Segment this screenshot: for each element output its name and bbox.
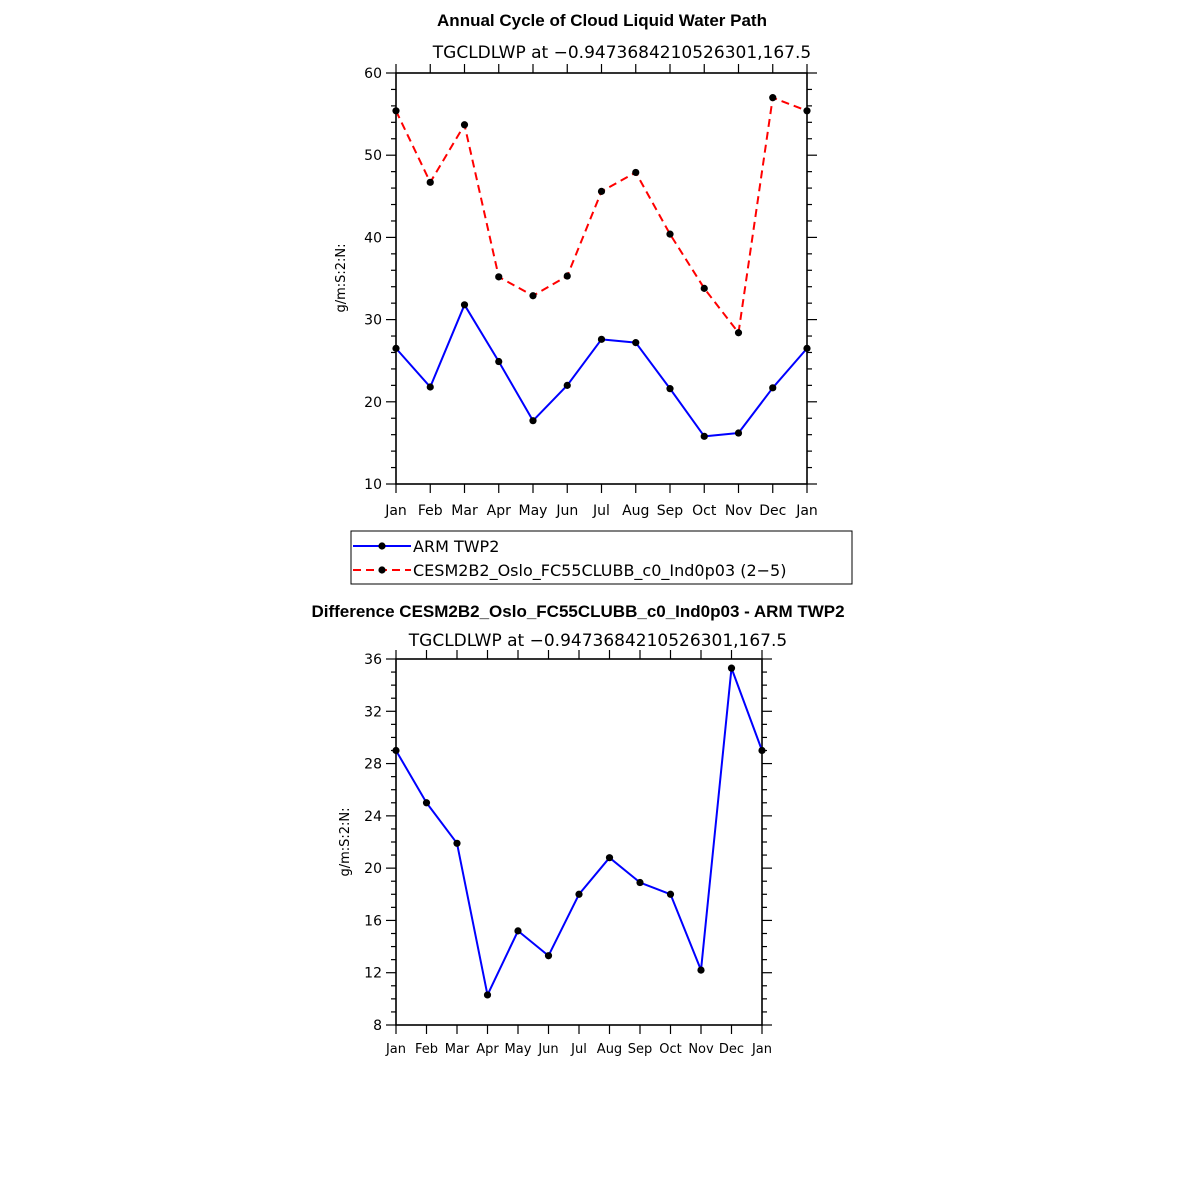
chart2-data-point: [483, 991, 492, 999]
chart2-data-point: [636, 878, 644, 887]
x-tick-label: Jan: [385, 1042, 406, 1057]
chart2-data-point: [453, 839, 461, 847]
y-tick-label: 12: [364, 966, 382, 982]
x-tick-label: Jun: [555, 503, 578, 519]
legend-marker-cesm: [378, 566, 386, 574]
y-tick-label: 20: [364, 395, 382, 411]
y-tick-label: 8: [373, 1018, 382, 1034]
chart1-data-point: [734, 329, 743, 337]
chart1-data-point: [426, 383, 434, 391]
x-tick-label: Sep: [628, 1042, 653, 1057]
chart1-ylabel: g/m:S:2:N:: [334, 243, 349, 312]
chart2-data-point: [758, 746, 766, 755]
chart1-data-point: [803, 107, 811, 115]
chart1-data-point: [632, 339, 640, 347]
x-tick-label: Jul: [570, 1042, 587, 1057]
chart1-data-point: [563, 381, 571, 389]
chart1-data-point: [392, 107, 400, 115]
x-tick-label: Aug: [622, 503, 649, 519]
chart1-data-point: [495, 273, 503, 281]
y-tick-label: 24: [364, 809, 382, 825]
x-tick-label: Jul: [592, 503, 610, 519]
chart1-title: Annual Cycle of Cloud Liquid Water Path: [437, 11, 767, 30]
x-tick-label: May: [505, 1042, 532, 1057]
chart1-data-point: [392, 344, 400, 352]
y-tick-label: 50: [364, 148, 382, 164]
x-tick-label: Oct: [659, 1042, 681, 1057]
x-tick-label: Oct: [692, 503, 717, 519]
y-tick-label: 16: [364, 913, 382, 929]
chart1-data-point: [700, 432, 708, 440]
chart2-data-point: [575, 890, 583, 898]
legend-label-arm: ARM TWP2: [413, 537, 499, 556]
chart1-data-point: [529, 417, 537, 425]
legend-box: [350, 530, 853, 585]
chart1-data-point: [426, 178, 434, 186]
x-tick-label: Dec: [719, 1042, 744, 1057]
chart1-data-point: [734, 429, 743, 437]
x-tick-label: Jan: [384, 503, 407, 519]
chart2-title: Difference CESM2B2_Oslo_FC55CLUBB_c0_Ind…: [311, 602, 844, 621]
chart2-subtitle: TGCLDLWP at −0.9473684210526301,167.5: [408, 631, 787, 651]
x-tick-label: Apr: [476, 1042, 499, 1057]
chart1-data-point: [597, 335, 606, 343]
chart1-subtitle: TGCLDLWP at −0.9473684210526301,167.5: [432, 43, 811, 63]
difference-chart: Difference CESM2B2_Oslo_FC55CLUBB_c0_Ind…: [311, 602, 844, 1057]
legend-marker-arm: [378, 542, 386, 550]
y-tick-label: 60: [364, 66, 382, 82]
chart1-plot-area: 10 20 30 40 50 60 Jan Feb Mar Apr May Jun Jul Aug Sep O…: [364, 64, 818, 519]
x-tick-label: Mar: [451, 503, 478, 519]
y-tick-label: 20: [364, 861, 382, 877]
x-tick-label: Jan: [795, 503, 818, 519]
x-tick-label: Sep: [657, 503, 684, 519]
y-tick-label: 28: [364, 757, 382, 773]
chart2-data-point: [697, 966, 705, 974]
x-tick-label: Nov: [688, 1042, 714, 1057]
chart1-data-point: [632, 168, 640, 177]
chart1-data-point: [803, 344, 811, 352]
y-tick-label: 10: [364, 477, 382, 493]
legend: ARM TWP2 CESM2B2_Oslo_FC55CLUBB_c0_Ind0p…: [350, 530, 853, 585]
chart2-data-point: [422, 799, 431, 807]
chart2-data-point: [514, 927, 522, 935]
chart1-data-point: [700, 284, 708, 292]
chart2-data-point: [666, 890, 675, 898]
x-tick-label: Jun: [537, 1042, 558, 1057]
chart2-data-point: [544, 952, 553, 960]
chart2-ylabel: g/m:S:2:N:: [338, 807, 353, 876]
chart1-data-point: [769, 94, 777, 102]
x-tick-label: Dec: [759, 503, 786, 519]
chart1-data-point: [460, 301, 469, 309]
annual-cycle-chart: Annual Cycle of Cloud Liquid Water Path …: [334, 11, 818, 519]
y-tick-label: 30: [364, 313, 382, 329]
y-tick-label: 32: [364, 704, 382, 720]
chart1-data-point: [769, 384, 777, 392]
chart1-data-point: [666, 385, 674, 393]
chart1-data-point: [529, 292, 537, 300]
chart1-data-point: [563, 272, 571, 280]
x-tick-label: Apr: [487, 503, 511, 519]
legend-label-cesm: CESM2B2_Oslo_FC55CLUBB_c0_Ind0p03 (2−5): [413, 561, 786, 581]
y-tick-label: 36: [364, 652, 382, 668]
x-tick-label: Jan: [751, 1042, 772, 1057]
x-tick-label: Nov: [725, 503, 752, 519]
x-tick-label: Mar: [445, 1042, 470, 1057]
chart2-data-point: [605, 854, 614, 862]
x-tick-label: Feb: [415, 1042, 438, 1057]
x-tick-label: Aug: [597, 1042, 622, 1057]
x-tick-label: Feb: [418, 503, 443, 519]
chart1-data-point: [495, 357, 503, 366]
chart2-data-point: [392, 746, 400, 755]
x-tick-label: May: [519, 503, 548, 519]
chart1-data-point: [460, 121, 469, 129]
chart2-plot-area: 8 12 16 20 24 28 32 36 Jan Feb Mar Apr May Jun Jul Aug S…: [364, 650, 772, 1057]
chart1-data-point: [597, 187, 606, 195]
y-tick-label: 40: [364, 230, 382, 246]
chart1-data-point: [666, 230, 674, 238]
chart2-data-point: [727, 664, 736, 672]
